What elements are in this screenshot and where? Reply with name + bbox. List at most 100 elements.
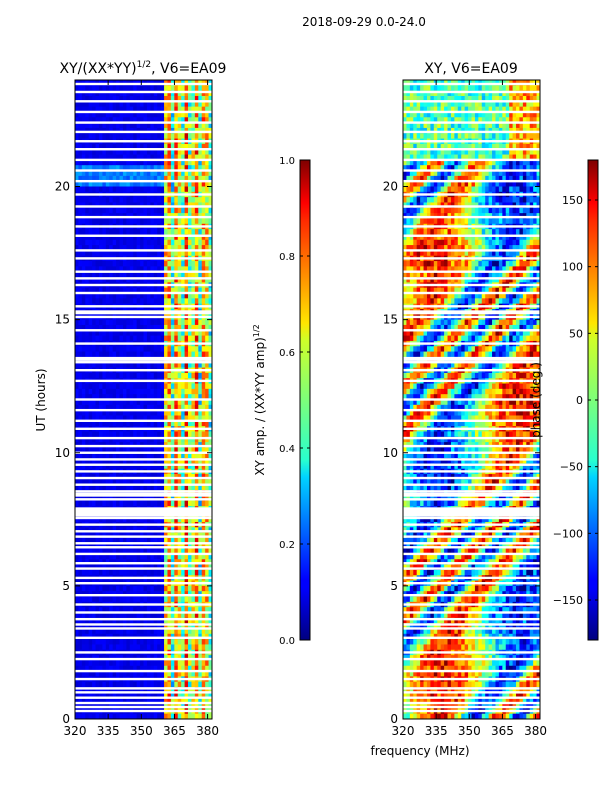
- heatmap-cell: [143, 431, 148, 438]
- heatmap-cell: [157, 266, 162, 273]
- heatmap-cell: [133, 271, 138, 278]
- heatmap-cell: [205, 628, 209, 635]
- heatmap-cell: [112, 681, 117, 688]
- heatmap-cell: [92, 277, 96, 283]
- heatmap-cell: [170, 436, 175, 443]
- heatmap-cell: [112, 175, 117, 182]
- heatmap-cell: [177, 410, 182, 416]
- heatmap-cell: [416, 85, 421, 92]
- heatmap-cell: [157, 553, 162, 560]
- heatmap-cell: [157, 660, 162, 667]
- heatmap-cell: [201, 420, 206, 427]
- heatmap-cell: [160, 420, 165, 427]
- heatmap-cell: [116, 383, 120, 390]
- heatmap-cell: [81, 319, 86, 326]
- heatmap-cell: [205, 484, 209, 491]
- heatmap-cell: [201, 111, 206, 118]
- heatmap-cell: [126, 95, 131, 102]
- heatmap-cell: [201, 585, 206, 592]
- heatmap-cell: [85, 324, 90, 331]
- data-gap: [75, 483, 212, 486]
- heatmap-cell: [119, 197, 124, 203]
- heatmap-cell: [95, 143, 100, 150]
- heatmap-cell: [98, 324, 103, 331]
- heatmap-cell: [92, 271, 96, 278]
- heatmap-cell: [143, 218, 148, 225]
- heatmap-cell: [122, 101, 127, 108]
- heatmap-cell: [81, 697, 86, 704]
- heatmap-cell: [126, 239, 131, 246]
- heatmap-cell: [160, 415, 165, 422]
- heatmap-cell: [105, 122, 110, 129]
- heatmap-cell: [205, 111, 209, 118]
- heatmap-cell: [102, 671, 107, 677]
- heatmap-cell: [146, 95, 151, 102]
- heatmap-cell: [98, 133, 103, 139]
- heatmap-cell: [208, 484, 212, 491]
- heatmap-cell: [102, 159, 107, 166]
- heatmap-cell: [143, 623, 148, 629]
- heatmap-cell: [191, 293, 196, 299]
- heatmap-cell: [133, 537, 138, 544]
- heatmap-cell: [205, 394, 209, 400]
- heatmap-cell: [157, 149, 162, 155]
- heatmap-cell: [102, 117, 107, 124]
- heatmap-cell: [112, 697, 117, 704]
- data-gap: [75, 379, 212, 383]
- heatmap-cell: [119, 537, 124, 544]
- heatmap-cell: [126, 436, 131, 443]
- heatmap-cell: [95, 117, 100, 124]
- heatmap-cell: [205, 516, 209, 523]
- heatmap-cell: [116, 681, 120, 688]
- heatmap-cell: [85, 436, 90, 443]
- heatmap-cell: [95, 330, 100, 336]
- heatmap-cell: [146, 383, 151, 390]
- heatmap-cell: [136, 165, 141, 171]
- heatmap-cell: [208, 319, 212, 326]
- heatmap-cell: [126, 197, 131, 203]
- data-gap: [75, 193, 212, 196]
- heatmap-cell: [198, 207, 203, 214]
- heatmap-cell: [205, 266, 209, 273]
- heatmap-cell: [194, 458, 199, 464]
- heatmap-cell: [167, 101, 172, 108]
- heatmap-cell: [105, 660, 110, 667]
- heatmap-cell: [88, 596, 93, 603]
- heatmap-cell: [109, 239, 114, 246]
- heatmap-cell: [133, 431, 138, 438]
- heatmap-cell: [122, 697, 127, 704]
- heatmap-cell: [92, 133, 96, 139]
- heatmap-cell: [164, 596, 168, 603]
- heatmap-cell: [146, 346, 151, 352]
- heatmap-cell: [184, 639, 189, 645]
- heatmap-cell: [153, 170, 158, 177]
- heatmap-cell: [78, 660, 83, 667]
- heatmap-cell: [201, 553, 206, 560]
- heatmap-cell: [112, 383, 117, 390]
- heatmap-cell: [105, 165, 110, 171]
- heatmap-cell: [78, 596, 83, 603]
- heatmap-cell: [143, 617, 148, 624]
- heatmap-cell: [98, 175, 103, 182]
- heatmap-cell: [105, 394, 110, 400]
- heatmap-cell: [116, 207, 120, 214]
- heatmap-cell: [129, 585, 134, 592]
- heatmap-cell: [98, 404, 103, 411]
- heatmap-cell: [167, 197, 172, 203]
- data-gap: [75, 169, 212, 172]
- heatmap-cell: [109, 458, 114, 464]
- heatmap-cell: [150, 175, 155, 182]
- heatmap-cell: [78, 404, 83, 411]
- heatmap-cell: [75, 436, 79, 443]
- heatmap-cell: [122, 170, 127, 177]
- heatmap-cell: [126, 122, 131, 129]
- heatmap-cell: [92, 607, 96, 613]
- heatmap-cell: [129, 399, 134, 406]
- heatmap-cell: [188, 330, 192, 336]
- heatmap-cell: [85, 671, 90, 677]
- heatmap-cell: [133, 159, 138, 166]
- heatmap-cell: [153, 207, 158, 214]
- heatmap-cell: [191, 687, 196, 693]
- heatmap-cell: [181, 697, 185, 704]
- heatmap-cell: [167, 351, 172, 358]
